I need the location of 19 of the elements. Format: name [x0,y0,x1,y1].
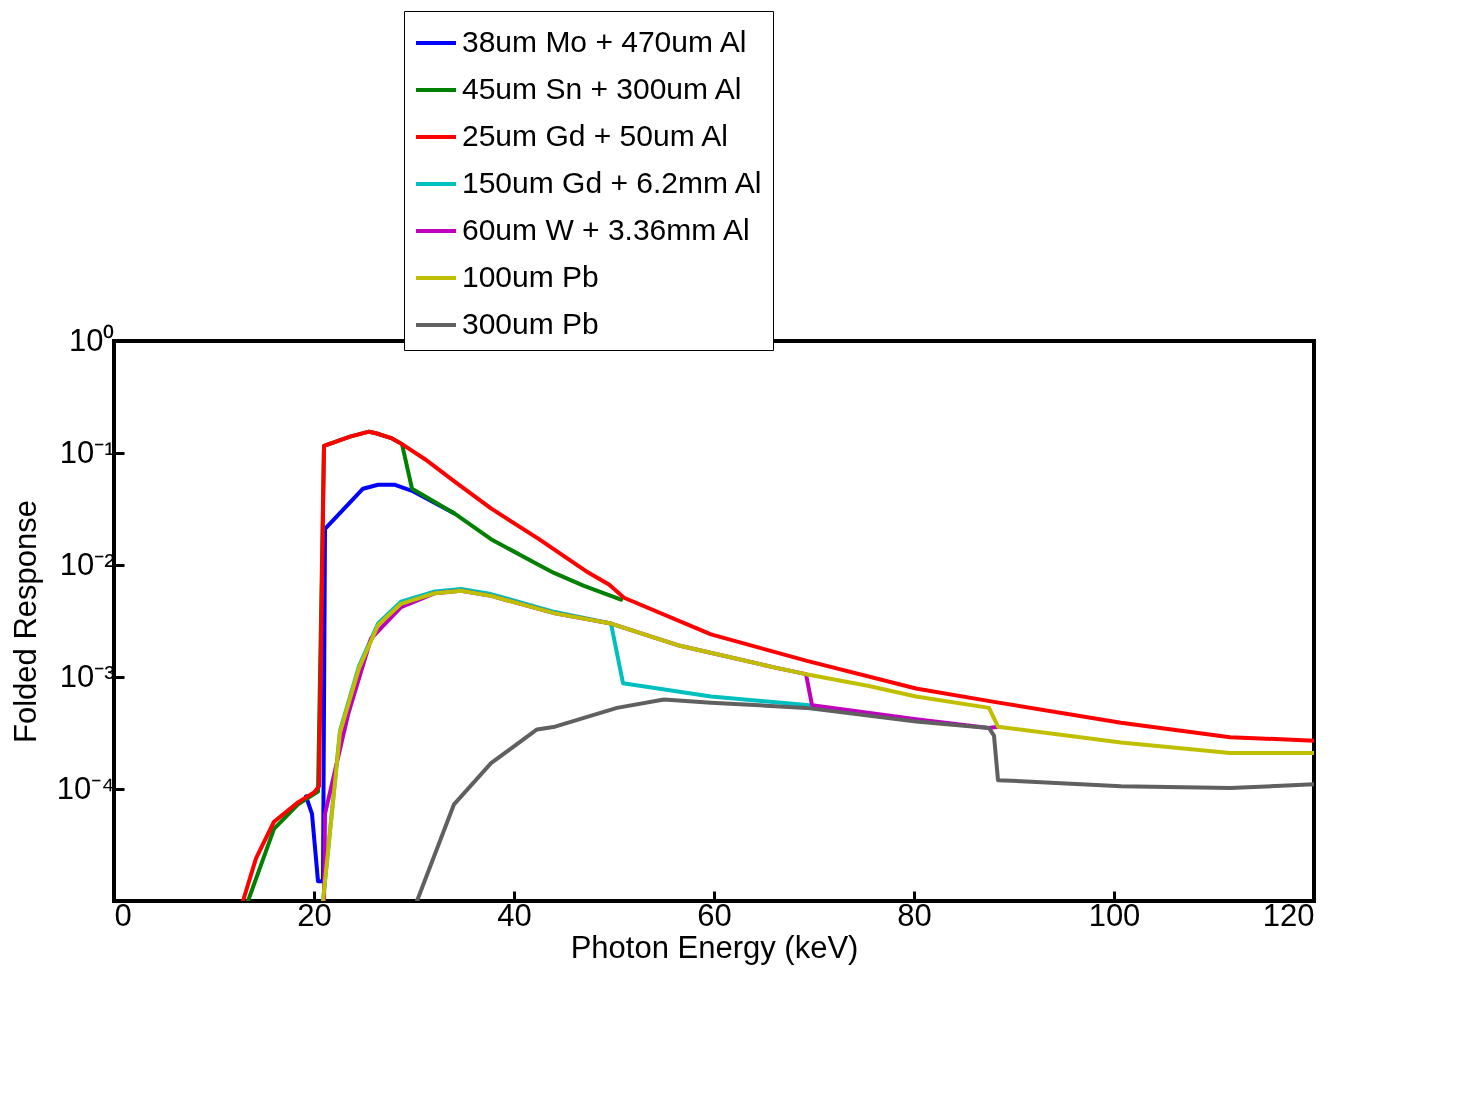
y-tick-label: 10⁻¹ [59,434,115,470]
x-tick-label: 40 [497,897,532,933]
x-tick-label: 120 [1262,897,1315,933]
y-tick-label: 10⁻³ [59,658,115,694]
legend-label: 150um Gd + 6.2mm Al [462,166,762,199]
legend-label: 300um Pb [462,307,599,340]
y-axis-title: Folded Response [7,500,43,743]
y-tick-label: 10⁻⁴ [56,770,115,806]
legend-label: 38um Mo + 470um Al [462,25,747,58]
legend-label: 25um Gd + 50um Al [462,119,728,152]
y-tick-label: 10⁻² [59,546,115,582]
x-tick-label: 100 [1088,897,1141,933]
y-tick-label: 10⁰ [69,322,115,358]
x-tick-label: 20 [297,897,332,933]
x-tick-label: 0 [114,897,132,933]
legend-label: 45um Sn + 300um Al [462,72,742,105]
legend-label: 100um Pb [462,260,599,293]
legend-label: 60um W + 3.36mm Al [462,213,750,246]
x-tick-label: 80 [897,897,932,933]
